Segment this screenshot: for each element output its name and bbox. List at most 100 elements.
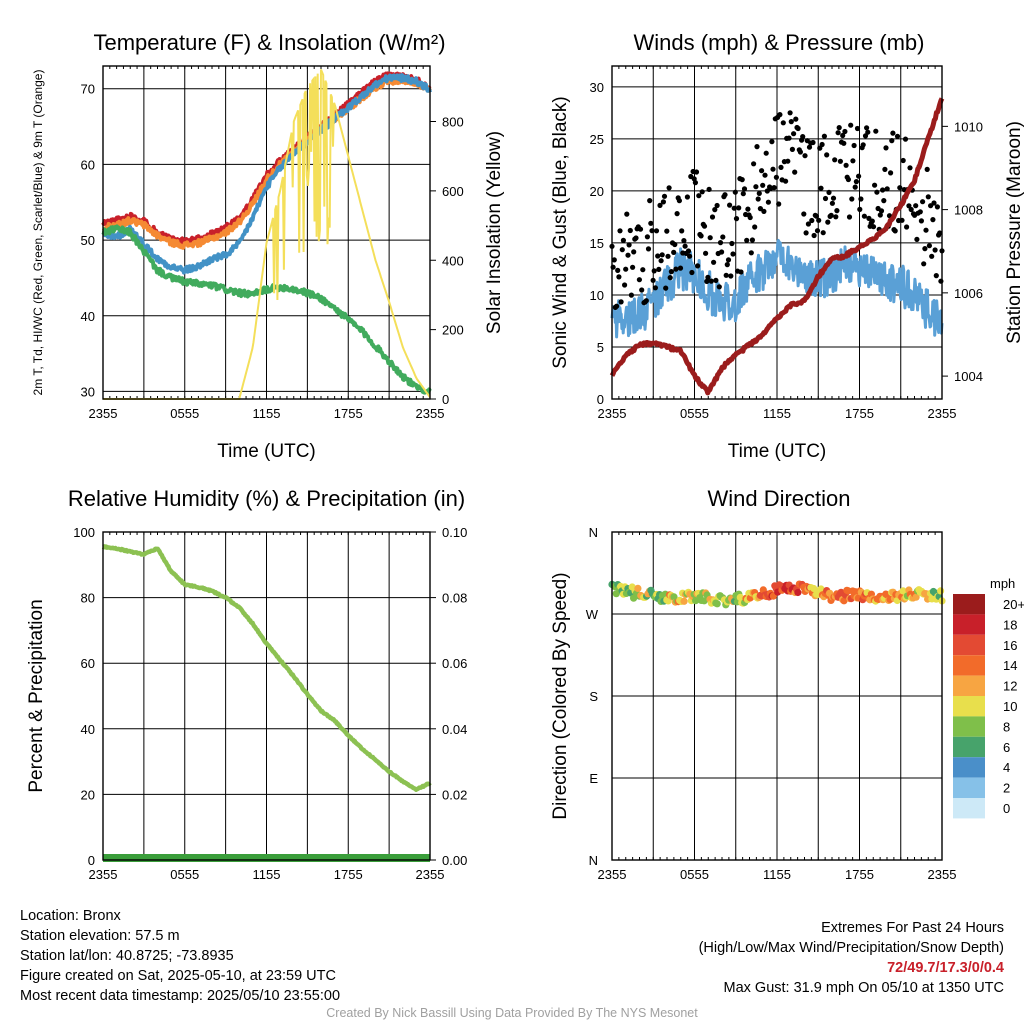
x-tick-label: 0555 — [170, 867, 199, 882]
gust-point — [820, 230, 826, 236]
legend-label: 16 — [1003, 638, 1017, 653]
gust-point — [693, 169, 700, 175]
plot-border — [611, 65, 943, 400]
gust-point — [789, 146, 796, 152]
gust-point — [809, 217, 815, 224]
gust-point — [801, 211, 807, 217]
gust-point — [813, 213, 820, 219]
x-tick-label: 1755 — [334, 406, 363, 421]
direction-point — [810, 584, 818, 593]
gust-point — [723, 272, 729, 278]
gust-point — [672, 241, 678, 248]
gust-point — [660, 199, 667, 205]
gust-point — [728, 273, 734, 279]
gust-point — [719, 249, 725, 255]
gust-point — [745, 206, 751, 212]
gust-point — [937, 230, 943, 236]
gust-point — [733, 216, 740, 222]
gust-point — [665, 253, 671, 259]
created-text: Figure created on Sat, 2025-05-10, at 23… — [20, 968, 336, 984]
gust-point — [738, 269, 744, 275]
gust-point — [709, 214, 716, 220]
gust-point — [677, 265, 684, 271]
gust-point — [763, 150, 769, 156]
gust-point — [622, 282, 628, 288]
direction-point — [794, 588, 802, 597]
gust-point — [652, 285, 659, 291]
gust-point — [725, 257, 732, 263]
y2-tick-label: 0.06 — [442, 656, 467, 671]
max-gust-text: Max Gust: 31.9 mph On 05/10 at 1350 UTC — [723, 980, 1004, 996]
gust-point — [840, 132, 846, 139]
gust-point — [639, 287, 645, 293]
gust-point — [730, 251, 736, 257]
gust-point — [933, 273, 939, 279]
gust-point — [900, 157, 906, 164]
gust-point — [720, 234, 726, 240]
direction-point — [937, 587, 945, 595]
gust-point — [713, 277, 719, 283]
station-info: Location: Bronx Station elevation: 57.5 … — [20, 906, 340, 1006]
gust-point — [668, 269, 675, 275]
gust-point — [793, 116, 799, 122]
gust-point — [872, 182, 878, 188]
gust-point — [671, 249, 677, 255]
gust-point — [921, 261, 927, 267]
gust-point — [679, 228, 685, 234]
gust-point — [704, 278, 710, 284]
gust-point — [848, 122, 854, 128]
x-axis-label: Time (UTC) — [217, 441, 316, 462]
gust-point — [845, 176, 852, 183]
gust-point — [759, 168, 765, 174]
gust-point — [860, 142, 866, 148]
gust-point — [716, 284, 722, 290]
y-tick-label: 60 — [81, 157, 95, 172]
plot-border — [611, 531, 943, 861]
gust-point — [636, 277, 643, 283]
y-tick-label: 10 — [590, 288, 604, 303]
elevation-text: Station elevation: 57.5 m — [20, 928, 180, 944]
gust-point — [890, 130, 896, 136]
gust-point — [786, 135, 792, 141]
gust-point — [788, 119, 794, 125]
gust-point — [836, 125, 842, 131]
y-tick-label: 15 — [590, 236, 604, 251]
gust-point — [648, 220, 654, 226]
gust-point — [708, 278, 714, 284]
gust-point — [861, 213, 868, 219]
direction-point — [713, 600, 721, 608]
latlon-text: Station lat/lon: 40.8725; -73.8935 — [20, 948, 234, 964]
gust-point — [611, 257, 617, 263]
gust-point — [882, 166, 888, 172]
y2-axis-label: Solar Insolation (Yellow) — [484, 131, 505, 334]
gust-point — [783, 178, 789, 184]
gust-point — [682, 243, 688, 249]
gust-point — [624, 211, 630, 217]
gust-point — [929, 253, 935, 259]
gust-point — [777, 112, 783, 118]
extremes-info: Extremes For Past 24 Hours (High/Low/Max… — [699, 918, 1004, 998]
gust-point — [645, 246, 652, 252]
gust-point — [685, 248, 692, 254]
legend-swatch — [953, 675, 985, 696]
gust-point — [925, 194, 931, 200]
gust-point — [834, 208, 840, 214]
legend-label: 8 — [1003, 719, 1010, 734]
gust-point — [705, 274, 711, 280]
gust-point — [755, 196, 761, 202]
gust-point — [923, 227, 929, 233]
legend-swatch — [953, 634, 985, 656]
legend-label: 12 — [1003, 679, 1017, 694]
gust-point — [752, 224, 758, 230]
gust-point — [922, 246, 928, 252]
gust-point — [748, 250, 754, 256]
gust-point — [920, 199, 926, 205]
extremes-title: Extremes For Past 24 Hours — [821, 920, 1004, 936]
gust-point — [664, 228, 670, 234]
plot-border — [102, 531, 431, 861]
temperature-panel: Temperature (F) & Insolation (W/m²) 30 40 5… — [31, 30, 505, 462]
direction-point — [840, 597, 848, 605]
gust-point — [800, 134, 806, 140]
legend-swatch — [953, 736, 985, 758]
x-tick-label: 2355 — [928, 406, 957, 421]
